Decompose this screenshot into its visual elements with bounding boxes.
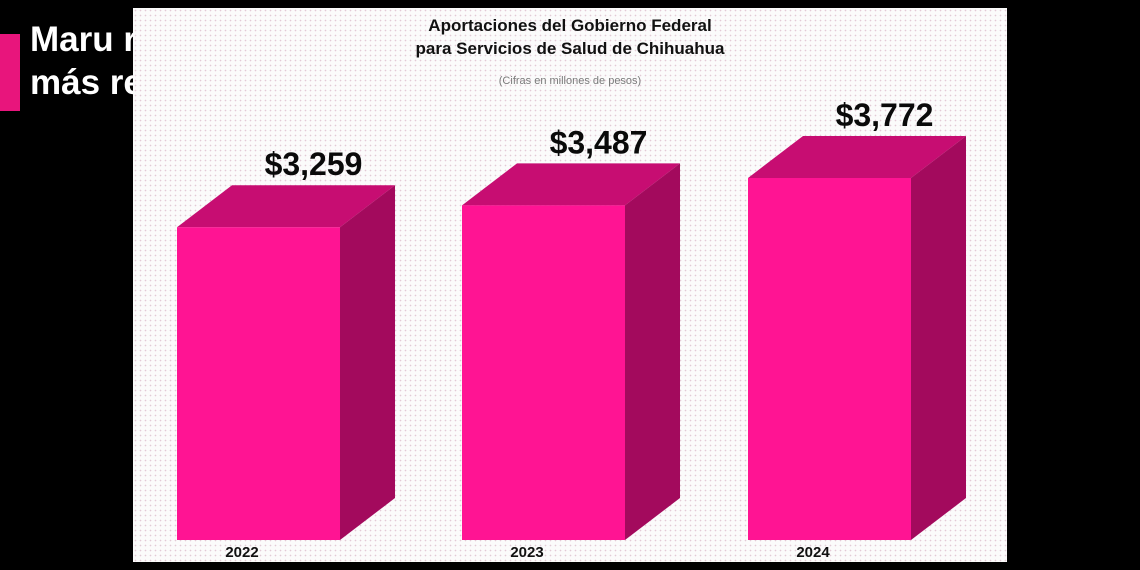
headline-accent-bar	[0, 34, 20, 111]
bar-chart: $3,259 2022 $3,487 2023 $3,772 2024	[177, 97, 966, 561]
bar	[177, 227, 340, 540]
bar-top-face	[177, 185, 395, 228]
bar-side-face	[911, 136, 966, 540]
bar-top-face	[748, 136, 966, 178]
bar-value-label: $3,259	[265, 146, 363, 182]
x-tick-label: 2023	[510, 544, 543, 561]
bar	[748, 178, 911, 540]
bar-value-label: $3,772	[836, 97, 934, 133]
chart-subtitle: (Cifras en millones de pesos)	[498, 75, 642, 87]
bar-side-face	[340, 185, 395, 540]
chart-panel: Aportaciones del Gobierno Federal para S…	[133, 8, 1007, 562]
bar-value-label: $3,487	[550, 124, 648, 160]
x-tick-label: 2022	[225, 544, 258, 561]
bar	[462, 205, 625, 540]
bar-side-face	[625, 163, 680, 540]
chart-title-line-2: para Servicios de Salud de Chihuahua	[415, 39, 725, 58]
bar-top-face	[462, 163, 680, 206]
x-tick-label: 2024	[796, 544, 830, 561]
chart-title-line-1: Aportaciones del Gobierno Federal	[428, 16, 712, 35]
